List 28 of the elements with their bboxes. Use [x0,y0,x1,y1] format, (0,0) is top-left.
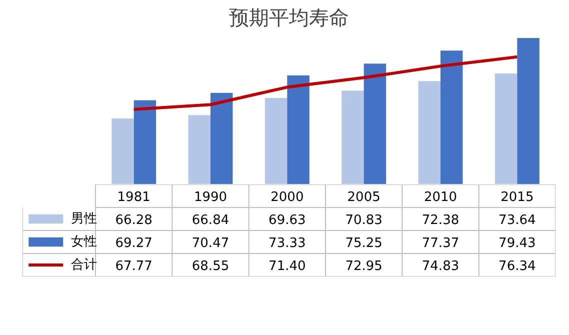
x-tick-label: 1990 [194,190,228,205]
data-label: 70.83 [345,213,382,228]
data-label: 71.40 [268,259,306,274]
data-label: 67.77 [115,259,152,274]
data-label: 72.95 [345,259,382,274]
data-label: 77.37 [422,236,460,251]
data-label: 66.84 [192,213,230,228]
data-label: 74.83 [422,259,460,274]
data-label: 73.33 [268,236,306,251]
data-label: 79.43 [498,236,536,251]
legend-label: 合计 [70,258,97,272]
data-label: 68.55 [192,259,230,274]
data-label: 69.63 [268,213,306,228]
x-tick-label: 2010 [424,190,458,205]
legend-label: 男性 [70,212,97,226]
legend-label: 女性 [70,234,97,250]
x-tick-label: 2015 [500,190,534,205]
data-label: 76.34 [498,259,536,274]
chart-title: 预期平均寿命 [229,8,349,30]
data-label: 69.27 [115,236,152,251]
data-label: 72.38 [422,213,460,228]
x-tick-label: 2005 [347,190,380,205]
data-label: 73.64 [498,213,536,228]
data-label: 75.25 [345,236,382,251]
data-label: 66.28 [115,213,152,228]
x-tick-label: 1981 [117,190,150,205]
data-label: 70.47 [192,236,230,251]
x-tick-label: 2000 [270,190,304,205]
